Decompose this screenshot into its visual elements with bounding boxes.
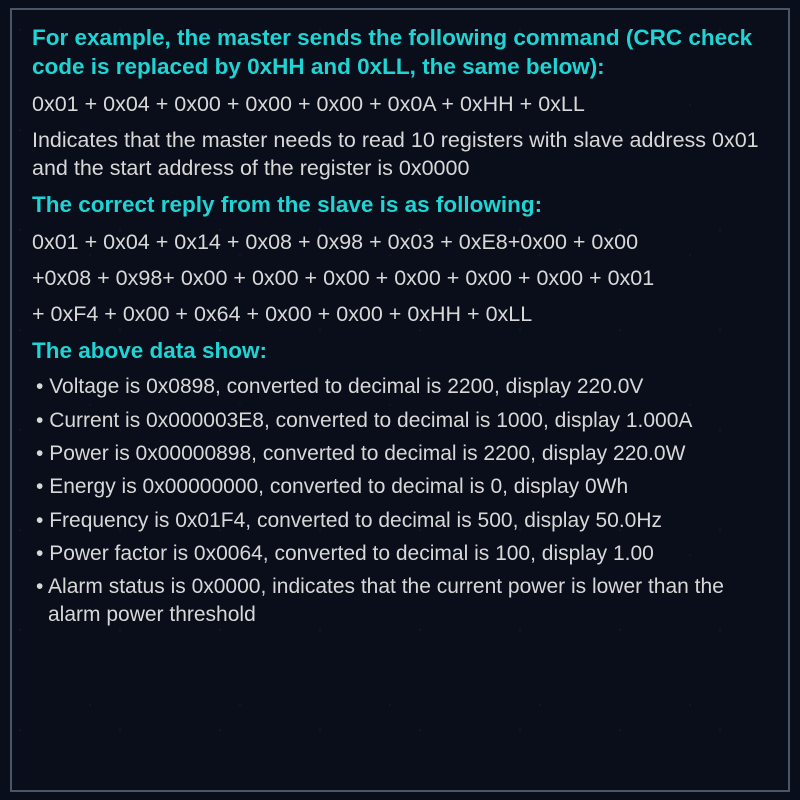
- bullet-current: Current is 0x000003E8, converted to deci…: [32, 407, 768, 434]
- bullet-alarm: Alarm status is 0x0000, indicates that t…: [32, 573, 768, 628]
- bullet-frequency: Frequency is 0x01F4, converted to decima…: [32, 507, 768, 534]
- section2-line3: + 0xF4 + 0x00 + 0x64 + 0x00 + 0x00 + 0xH…: [32, 300, 768, 328]
- doc-panel: For example, the master sends the follow…: [10, 8, 790, 792]
- section1-command: 0x01 + 0x04 + 0x00 + 0x00 + 0x00 + 0x0A …: [32, 90, 768, 118]
- bullet-energy: Energy is 0x00000000, converted to decim…: [32, 473, 768, 500]
- bullet-powerfactor: Power factor is 0x0064, converted to dec…: [32, 540, 768, 567]
- section2-line1: 0x01 + 0x04 + 0x14 + 0x08 + 0x98 + 0x03 …: [32, 228, 768, 256]
- section2-line2: +0x08 + 0x98+ 0x00 + 0x00 + 0x00 + 0x00 …: [32, 264, 768, 292]
- section1-desc: Indicates that the master needs to read …: [32, 126, 768, 183]
- section1-heading: For example, the master sends the follow…: [32, 24, 768, 82]
- bullet-power: Power is 0x00000898, converted to decima…: [32, 440, 768, 467]
- bullet-voltage: Voltage is 0x0898, converted to decimal …: [32, 373, 768, 400]
- section3-heading: The above data show:: [32, 337, 768, 366]
- bullet-list: Voltage is 0x0898, converted to decimal …: [32, 373, 768, 627]
- section2-heading: The correct reply from the slave is as f…: [32, 191, 768, 220]
